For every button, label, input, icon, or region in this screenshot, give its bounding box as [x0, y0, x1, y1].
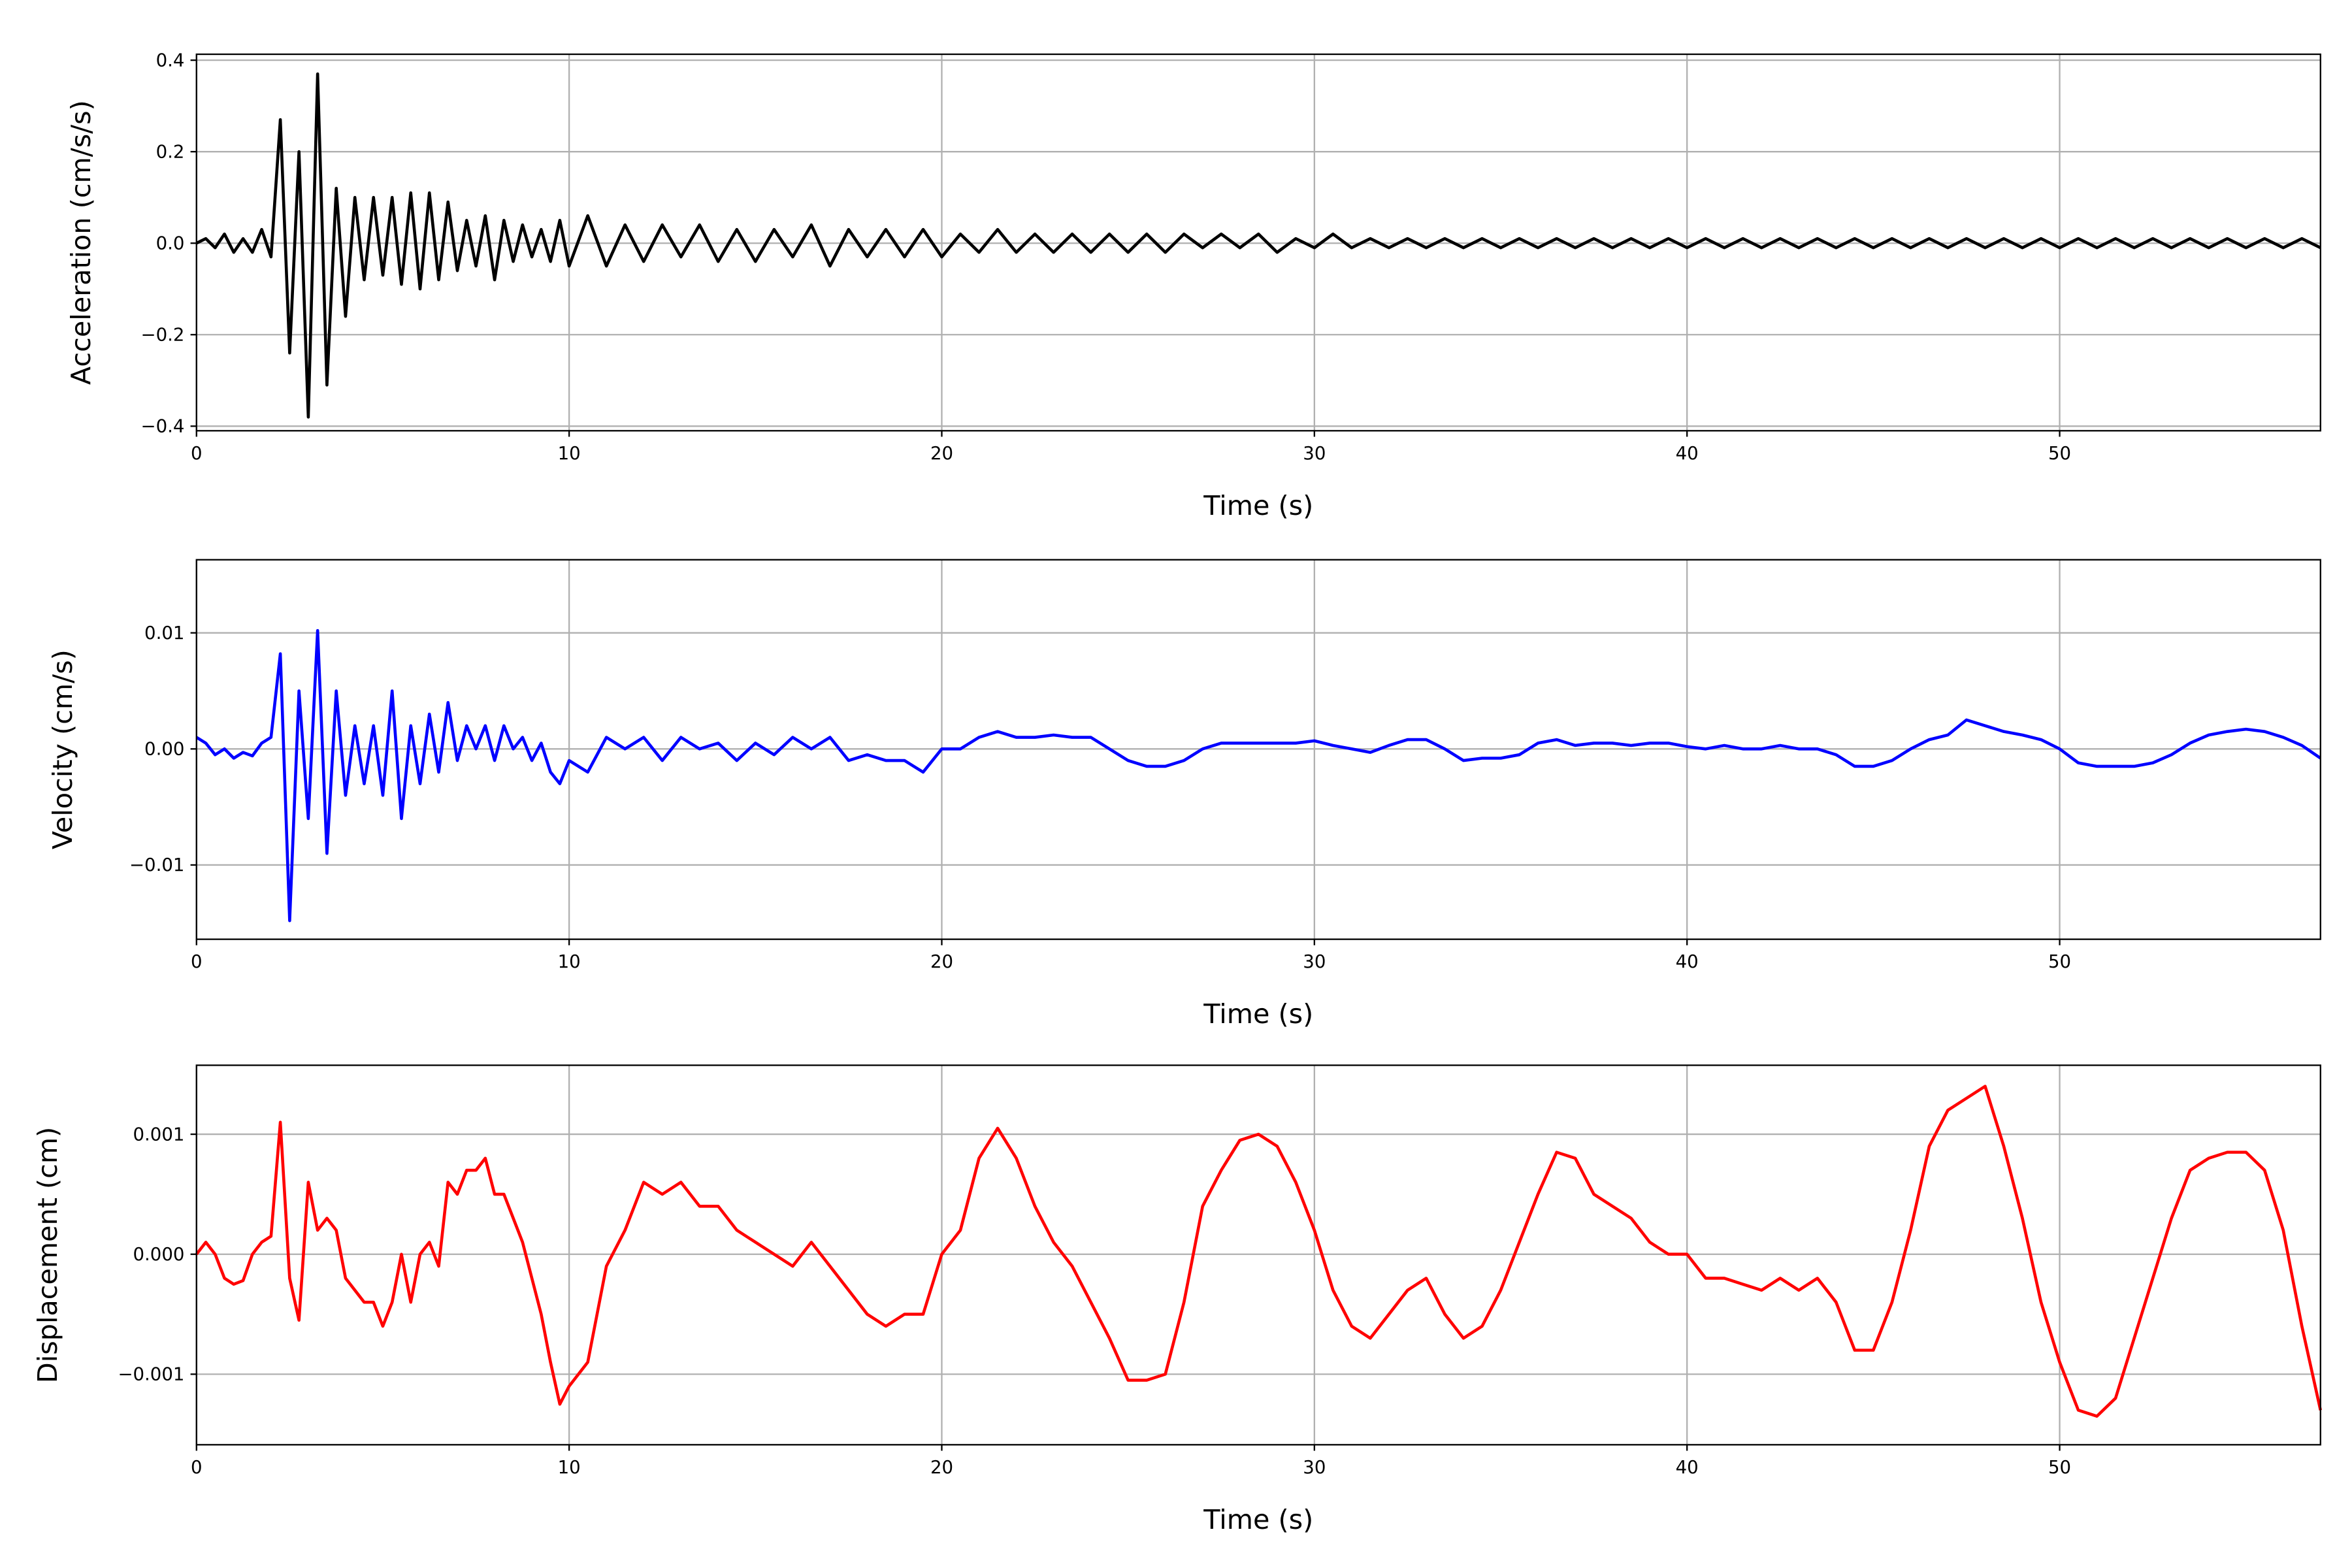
y-tick-label: 0.000	[133, 1244, 185, 1265]
x-tick-label: 10	[558, 443, 581, 464]
signal-line	[195, 72, 2321, 419]
panel: 0 10 20 30 40 50 −0.4 −0.2 0.0 0.2 0.4 Time (s) Acce…	[65, 50, 2321, 521]
y-tick-label: 0.0	[156, 233, 185, 253]
x-tick-label: 0	[191, 951, 203, 972]
y-tick-label: 0.4	[156, 50, 185, 71]
y-tick-label: −0.2	[141, 324, 185, 345]
y-axis-label: Velocity (cm/s)	[47, 649, 78, 849]
x-tick-label: 0	[191, 1457, 203, 1478]
x-tick-label: 40	[1676, 951, 1699, 972]
y-tick-label: 0.001	[133, 1124, 185, 1145]
y-tick-label: −0.001	[118, 1364, 184, 1385]
x-axis-label: Time (s)	[1203, 998, 1313, 1030]
axes-frame	[195, 1064, 2321, 1446]
x-tick-label: 20	[930, 1457, 953, 1478]
signal-line	[195, 629, 2322, 923]
x-tick-label: 10	[558, 1457, 581, 1478]
x-tick-label: 50	[2048, 443, 2071, 464]
x-tick-label: 30	[1303, 951, 1326, 972]
y-axis-label: Displacement (cm)	[32, 1127, 63, 1383]
y-tick-label: 0.01	[144, 623, 184, 644]
y-tick-label: 0.00	[144, 738, 184, 759]
axes-frame	[195, 53, 2321, 432]
panel: 0 10 20 30 40 50 −0.01 0.00 0.01 Time (s) Velocity…	[47, 559, 2322, 1030]
y-tick-label: −0.01	[129, 855, 184, 875]
y-tick-label: 0.2	[156, 141, 185, 162]
panel: 0 10 20 30 40 50 −0.001 0.000 0.001 Time (s) Displ…	[32, 1064, 2323, 1535]
x-tick-label: 30	[1303, 1457, 1326, 1478]
x-axis-label: Time (s)	[1203, 490, 1313, 521]
x-tick-label: 50	[2048, 1457, 2071, 1478]
x-tick-label: 10	[558, 951, 581, 972]
signal-line	[195, 1085, 2323, 1418]
x-tick-label: 40	[1676, 443, 1699, 464]
y-axis-label: Acceleration (cm/s/s)	[65, 100, 97, 385]
x-tick-label: 20	[930, 443, 953, 464]
x-tick-label: 20	[930, 951, 953, 972]
x-axis-label: Time (s)	[1203, 1504, 1313, 1535]
x-tick-label: 0	[191, 443, 203, 464]
x-tick-label: 30	[1303, 443, 1326, 464]
x-tick-label: 50	[2048, 951, 2071, 972]
y-tick-label: −0.4	[141, 416, 185, 436]
x-tick-label: 40	[1676, 1457, 1699, 1478]
axes-frame	[195, 559, 2321, 940]
